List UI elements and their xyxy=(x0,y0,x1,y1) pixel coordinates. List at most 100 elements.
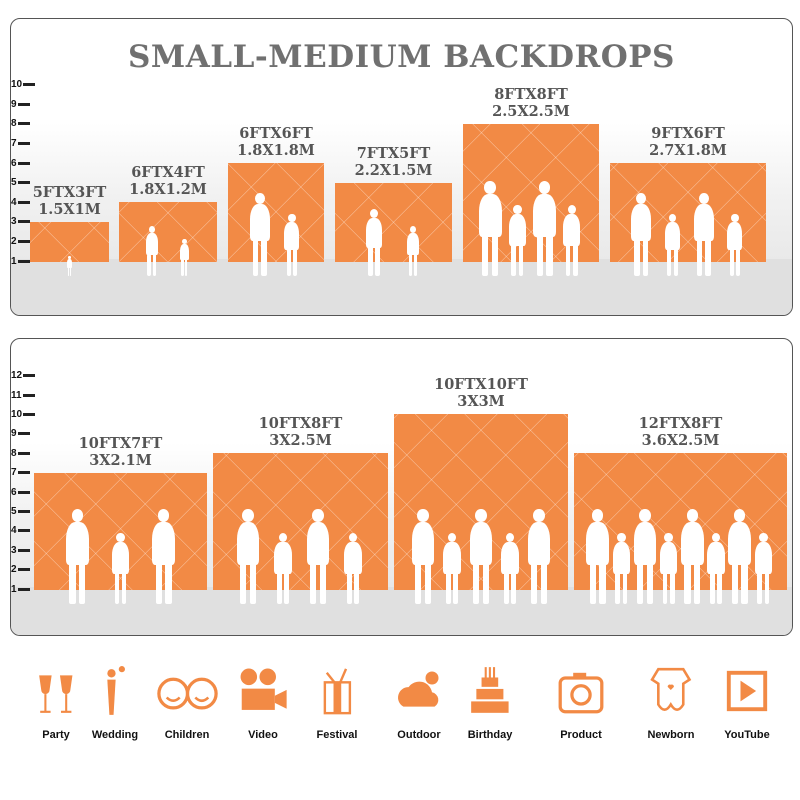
scale-tick: 7 xyxy=(11,467,30,478)
scale-tick: 2 xyxy=(11,564,30,575)
small-backdrops-panel: SMALL-MEDIUM BACKDROPS 1 2 3 4 5 6 7 8 9 10 5FTX3… xyxy=(10,18,793,316)
backdrop-size-label: 10FTX8FT 3X2.5M xyxy=(203,415,398,449)
person-silhouette xyxy=(67,256,73,276)
use-case-label: Party xyxy=(42,729,70,741)
person-silhouette xyxy=(561,204,582,276)
person-silhouette xyxy=(248,192,273,276)
use-case-label: Festival xyxy=(316,729,358,741)
use-case-video: Video xyxy=(228,665,298,741)
person-silhouette xyxy=(179,238,190,276)
scale-tick: 8 xyxy=(11,448,30,459)
scale-tick: 9 xyxy=(11,428,30,439)
scale-tick: 6 xyxy=(11,487,30,498)
person-silhouette xyxy=(658,532,679,604)
use-case-youtube: YouTube xyxy=(712,665,782,741)
use-case-wedding: Wedding xyxy=(80,665,150,741)
scale-tick: 2 xyxy=(11,236,30,247)
person-silhouette xyxy=(304,508,333,604)
backdrop-size-label: 10FTX10FT 3X3M xyxy=(384,376,578,410)
size-meters: 3X3M xyxy=(457,393,505,411)
use-case-label: Outdoor xyxy=(397,729,441,741)
floor xyxy=(11,587,792,635)
backdrop-size-block xyxy=(213,453,388,604)
size-meters: 3.6X2.5M xyxy=(641,432,720,450)
scale-tick: 10 xyxy=(11,79,36,90)
size-feet: 9FTX6FT xyxy=(651,125,725,142)
use-case-label: Birthday xyxy=(467,729,513,741)
backdrop-size-block xyxy=(610,163,766,276)
person-silhouette xyxy=(663,213,682,276)
person-silhouette xyxy=(725,213,744,276)
size-meters: 1.8X1.8M xyxy=(237,142,315,159)
person-silhouette xyxy=(144,226,159,276)
person-silhouette xyxy=(725,508,754,604)
size-meters: 1.5X1M xyxy=(38,200,101,218)
backdrop-size-label: 6FTX4FT 1.8X1.2M xyxy=(109,164,227,198)
person-silhouette xyxy=(409,508,438,604)
person-silhouette xyxy=(499,532,520,604)
baby-onesie-icon xyxy=(636,665,706,717)
floor xyxy=(11,259,792,315)
medium-backdrops-panel: 1 2 3 4 5 6 7 8 9 10 11 12 10FTX7FT 3X2.1M 10FTX8FT 3… xyxy=(10,338,793,636)
page-title: SMALL-MEDIUM BACKDROPS xyxy=(128,39,675,75)
use-case-label: Children xyxy=(164,729,210,741)
person-silhouette xyxy=(476,180,505,276)
scale-tick: 11 xyxy=(11,390,35,401)
person-silhouette xyxy=(364,209,384,276)
video-camera-icon xyxy=(228,665,298,717)
use-case-children: Children xyxy=(152,665,222,741)
gift-box-icon xyxy=(302,665,372,717)
person-silhouette xyxy=(583,508,612,604)
person-silhouette xyxy=(467,508,496,604)
size-meters: 2.7X1.8M xyxy=(649,142,727,159)
camera-icon xyxy=(546,665,616,717)
wedding-couple-icon xyxy=(80,665,150,717)
scale-tick: 7 xyxy=(11,138,30,149)
use-case-label: Wedding xyxy=(91,729,139,741)
person-silhouette xyxy=(631,508,660,604)
size-meters: 3X2.5M xyxy=(269,432,332,450)
backdrop-size-label: 9FTX6FT 2.7X1.8M xyxy=(600,125,776,159)
use-case-label: Product xyxy=(560,729,602,741)
size-feet: 10FTX7FT xyxy=(78,434,163,452)
scale-tick: 5 xyxy=(11,506,30,517)
size-feet: 6FTX6FT xyxy=(239,125,313,142)
size-feet: 10FTX8FT xyxy=(258,415,343,433)
person-silhouette xyxy=(530,180,559,276)
backdrop-size-label: 10FTX7FT 3X2.1M xyxy=(24,435,217,469)
person-silhouette xyxy=(611,532,632,604)
size-feet: 5FTX3FT xyxy=(32,183,107,201)
person-silhouette xyxy=(629,192,654,276)
use-case-newborn: Newborn xyxy=(636,665,706,741)
backdrop-size-block xyxy=(335,182,452,276)
use-case-festival: Festival xyxy=(302,665,372,741)
person-silhouette xyxy=(63,508,92,604)
person-silhouette xyxy=(441,532,462,604)
backdrop-size-label: 6FTX6FT 1.8X1.8M xyxy=(218,125,334,159)
person-silhouette xyxy=(342,532,363,604)
size-meters: 3X2.1M xyxy=(89,451,152,469)
backdrop-size-label: 8FTX8FT 2.5X2.5M xyxy=(453,86,609,120)
backdrop-size-block xyxy=(463,123,599,276)
backdrop-size-block xyxy=(119,202,217,276)
use-case-label: YouTube xyxy=(724,729,770,741)
size-meters: 2.2X1.5M xyxy=(354,161,433,179)
cheers-glasses-icon xyxy=(21,665,91,717)
person-silhouette xyxy=(678,508,707,604)
person-silhouette xyxy=(705,532,726,604)
use-case-birthday: Birthday xyxy=(455,665,525,741)
backdrop-size-block xyxy=(30,221,109,276)
size-feet: 8FTX8FT xyxy=(494,85,568,103)
scale-tick: 3 xyxy=(11,216,30,227)
scale-tick: 6 xyxy=(11,158,30,169)
usage-icons-row: Party Wedding Children Video Festival Outdoor… xyxy=(0,665,800,755)
use-case-party: Party xyxy=(21,665,91,741)
scale-tick: 5 xyxy=(11,177,30,188)
scale-tick: 4 xyxy=(11,197,30,208)
scale-tick: 4 xyxy=(11,525,30,536)
backdrop-size-block xyxy=(394,414,568,604)
backdrop-size-block xyxy=(574,453,787,604)
birthday-cake-icon xyxy=(455,665,525,717)
use-case-label: Video xyxy=(248,729,278,741)
size-meters: 1.8X1.2M xyxy=(129,181,207,199)
